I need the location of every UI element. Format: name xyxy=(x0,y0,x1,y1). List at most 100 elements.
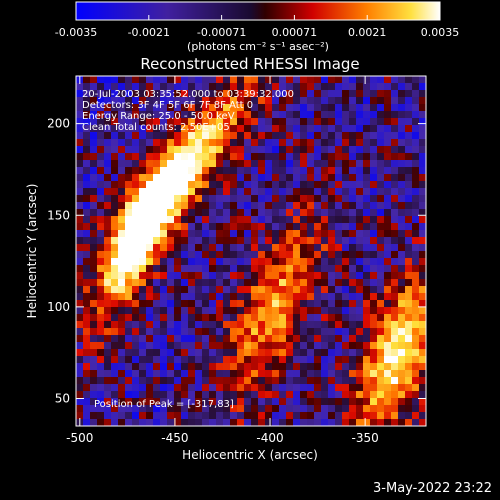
heatmap-cell xyxy=(118,286,126,294)
heatmap-cell xyxy=(384,328,392,336)
heatmap-cell xyxy=(286,293,294,301)
heatmap-cell xyxy=(258,412,266,420)
heatmap-cell xyxy=(111,97,119,105)
heatmap-cell xyxy=(118,356,126,364)
heatmap-cell xyxy=(230,97,238,105)
heatmap-cell xyxy=(104,286,112,294)
heatmap-cell xyxy=(314,97,322,105)
heatmap-cell xyxy=(412,174,420,182)
heatmap-cell xyxy=(125,209,133,217)
heatmap-cell xyxy=(76,349,84,357)
heatmap-cell xyxy=(405,356,413,364)
heatmap-cell xyxy=(314,300,322,308)
heatmap-cell xyxy=(251,104,259,112)
heatmap-cell xyxy=(97,279,105,287)
heatmap-cell xyxy=(272,286,280,294)
heatmap-cell xyxy=(349,174,357,182)
heatmap-cell xyxy=(391,153,399,161)
heatmap-cell xyxy=(293,76,301,84)
heatmap-cell xyxy=(167,223,175,231)
heatmap-cell xyxy=(405,132,413,140)
heatmap-cell xyxy=(342,258,350,266)
heatmap-cell xyxy=(111,363,119,371)
heatmap-cell xyxy=(181,188,189,196)
heatmap-cell xyxy=(356,321,364,329)
heatmap-cell xyxy=(314,90,322,98)
heatmap-cell xyxy=(90,349,98,357)
heatmap-cell xyxy=(307,195,315,203)
heatmap-cell xyxy=(97,419,105,427)
heatmap-cell xyxy=(181,279,189,287)
heatmap-cell xyxy=(412,265,420,273)
heatmap-cell xyxy=(349,111,357,119)
heatmap-cell xyxy=(293,223,301,231)
heatmap-cell xyxy=(237,363,245,371)
heatmap-cell xyxy=(398,405,406,413)
heatmap-cell xyxy=(384,244,392,252)
heatmap-cell xyxy=(300,132,308,140)
heatmap-cell xyxy=(370,412,378,420)
heatmap-cell xyxy=(167,195,175,203)
heatmap-cell xyxy=(90,384,98,392)
heatmap-cell xyxy=(111,419,119,427)
heatmap-cell xyxy=(258,370,266,378)
heatmap-cell xyxy=(272,405,280,413)
heatmap-cell xyxy=(391,132,399,140)
heatmap-cell xyxy=(251,265,259,273)
heatmap-cell xyxy=(363,419,371,427)
heatmap-cell xyxy=(90,90,98,98)
heatmap-cell xyxy=(272,272,280,280)
heatmap-cell xyxy=(125,363,133,371)
heatmap-cell xyxy=(370,237,378,245)
heatmap-cell xyxy=(307,223,315,231)
heatmap-cell xyxy=(132,111,140,119)
heatmap-cell xyxy=(335,419,343,427)
heatmap-cell xyxy=(160,363,168,371)
heatmap-cell xyxy=(90,405,98,413)
heatmap-cell xyxy=(272,300,280,308)
heatmap-cell xyxy=(90,300,98,308)
heatmap-cell xyxy=(223,90,231,98)
heatmap-cell xyxy=(349,349,357,357)
heatmap-cell xyxy=(328,370,336,378)
heatmap-cell xyxy=(251,377,259,385)
heatmap-cell xyxy=(286,237,294,245)
heatmap-cell xyxy=(405,384,413,392)
heatmap-cell xyxy=(412,139,420,147)
heatmap-cell xyxy=(384,97,392,105)
heatmap-cell xyxy=(258,265,266,273)
heatmap-cell xyxy=(174,237,182,245)
heatmap-cell xyxy=(188,118,196,126)
heatmap-cell xyxy=(83,384,91,392)
heatmap-cell xyxy=(202,244,210,252)
heatmap-cell xyxy=(272,412,280,420)
heatmap-cell xyxy=(188,321,196,329)
heatmap-cell xyxy=(104,132,112,140)
heatmap-cell xyxy=(83,202,91,210)
heatmap-cell xyxy=(167,153,175,161)
heatmap-cell xyxy=(209,405,217,413)
heatmap-cell xyxy=(153,258,161,266)
heatmap-cell xyxy=(111,139,119,147)
heatmap-cell xyxy=(363,356,371,364)
heatmap-cell xyxy=(314,258,322,266)
heatmap-cell xyxy=(384,272,392,280)
heatmap-cell xyxy=(160,251,168,259)
heatmap-cell xyxy=(160,419,168,427)
heatmap-cell xyxy=(139,328,147,336)
heatmap-cell xyxy=(391,419,399,427)
heatmap-cell xyxy=(328,258,336,266)
heatmap-cell xyxy=(293,132,301,140)
heatmap-cell xyxy=(398,167,406,175)
heatmap-cell xyxy=(111,104,119,112)
heatmap-cell xyxy=(139,279,147,287)
heatmap-cell xyxy=(251,363,259,371)
heatmap-cell xyxy=(230,412,238,420)
heatmap-cell xyxy=(349,160,357,168)
heatmap-cell xyxy=(111,377,119,385)
heatmap-cell xyxy=(293,272,301,280)
heatmap-cell xyxy=(314,76,322,84)
heatmap-cell xyxy=(104,328,112,336)
heatmap-cell xyxy=(356,307,364,315)
heatmap-cell xyxy=(286,265,294,273)
